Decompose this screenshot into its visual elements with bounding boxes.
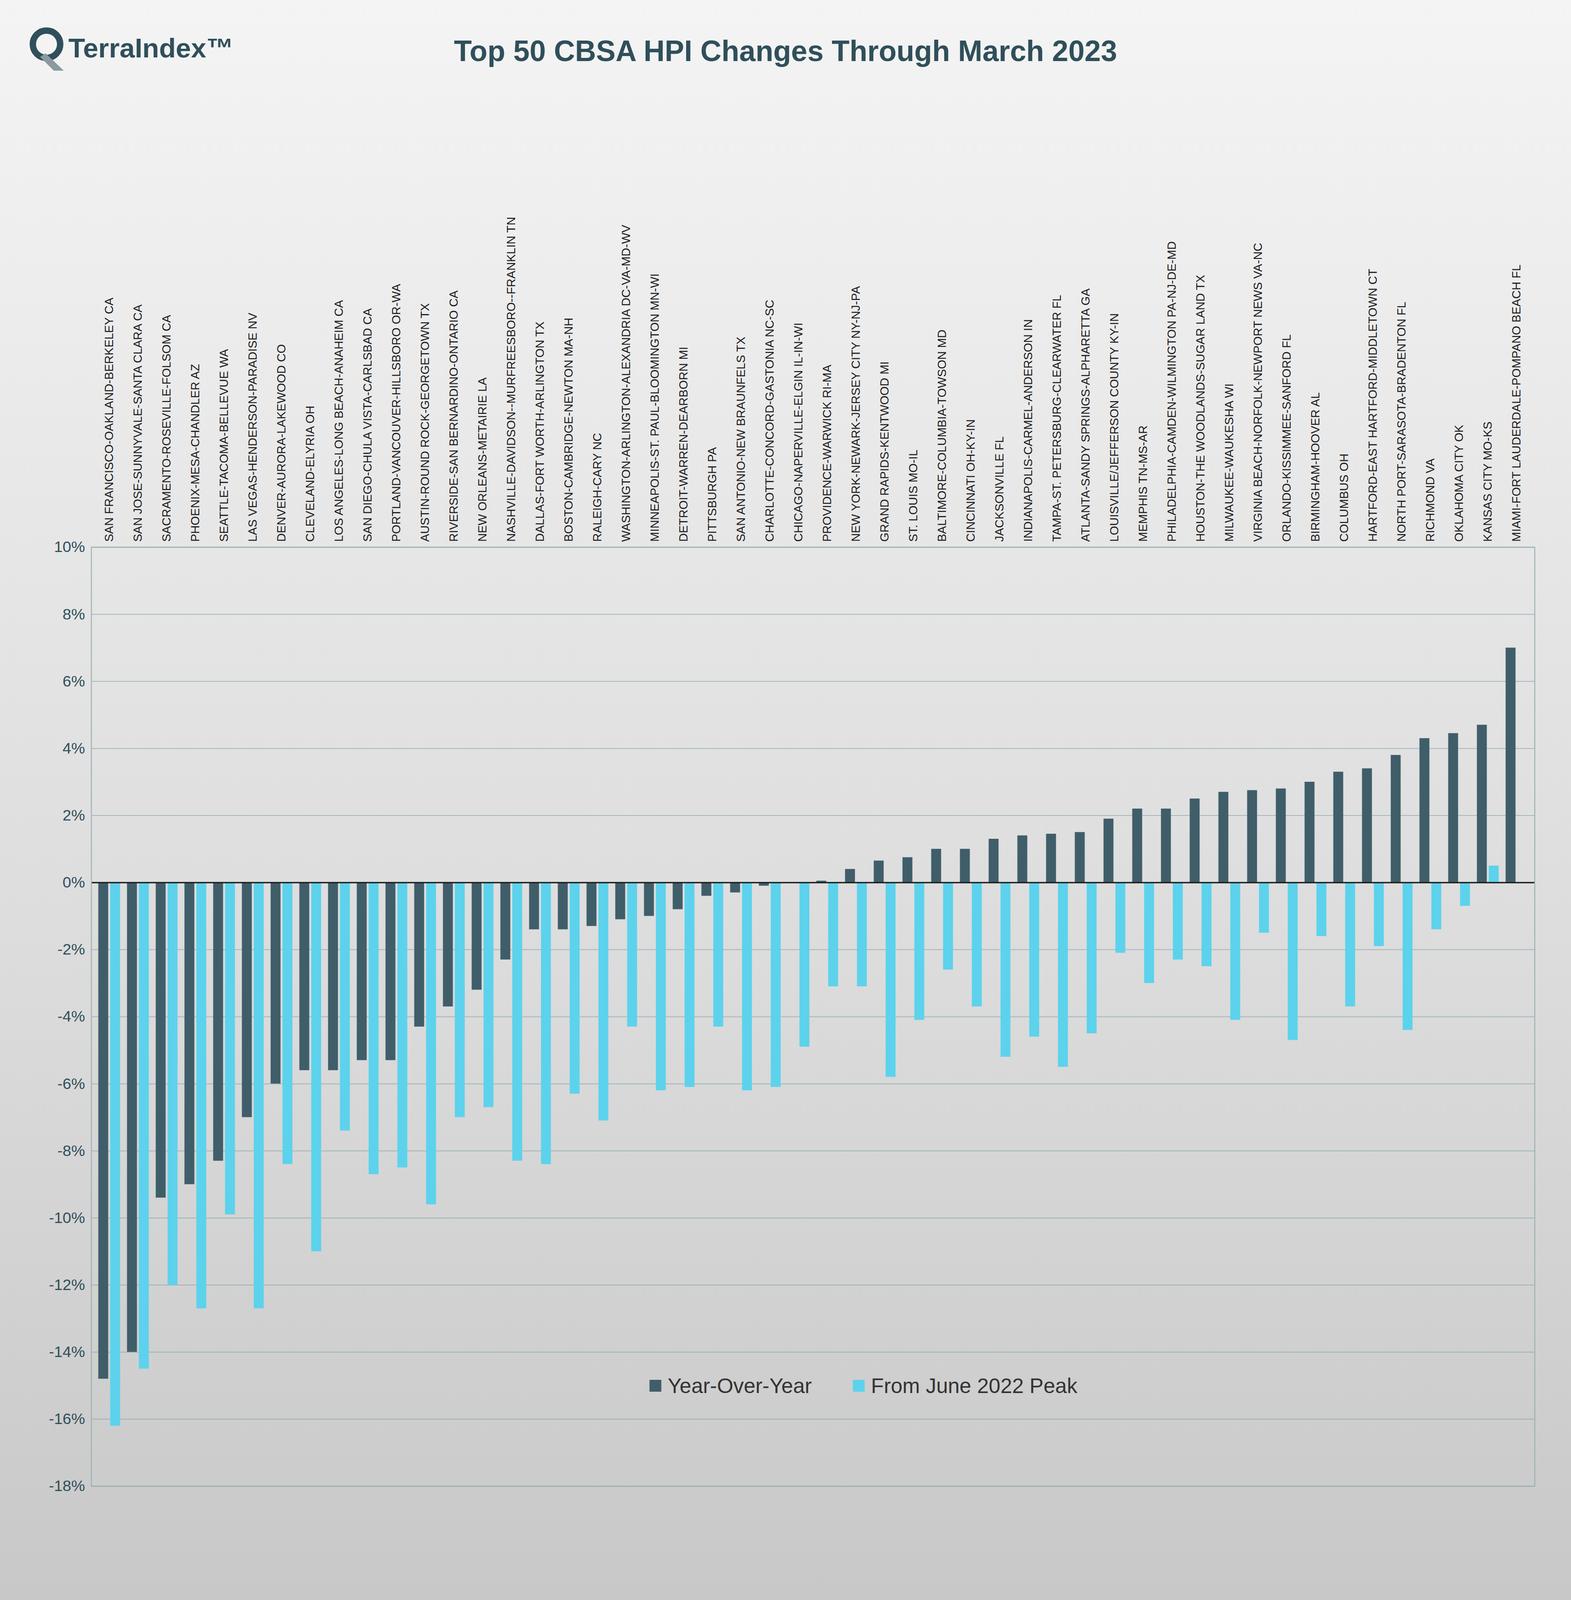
- svg-text:-2%: -2%: [57, 940, 85, 958]
- svg-text:10%: 10%: [53, 537, 85, 556]
- svg-text:INDIANAPOLIS-CARMEL-ANDERSON I: INDIANAPOLIS-CARMEL-ANDERSON IN: [1021, 319, 1035, 542]
- svg-text:SEATTLE-TACOMA-BELLEVUE WA: SEATTLE-TACOMA-BELLEVUE WA: [217, 348, 231, 542]
- svg-text:MEMPHIS TN-MS-AR: MEMPHIS TN-MS-AR: [1136, 425, 1150, 542]
- svg-text:ST. LOUIS MO-IL: ST. LOUIS MO-IL: [906, 449, 920, 542]
- svg-text:HARTFORD-EAST HARTFORD-MIDDLET: HARTFORD-EAST HARTFORD-MIDDLETOWN CT: [1365, 268, 1380, 542]
- svg-text:PORTLAND-VANCOUVER-HILLSBORO O: PORTLAND-VANCOUVER-HILLSBORO OR-WA: [389, 283, 404, 542]
- svg-text:AUSTIN-ROUND ROCK-GEORGETOWN T: AUSTIN-ROUND ROCK-GEORGETOWN TX: [418, 303, 432, 542]
- svg-text:8%: 8%: [62, 605, 85, 623]
- svg-text:CHICAGO-NAPERVILLE-ELGIN IL-IN: CHICAGO-NAPERVILLE-ELGIN IL-IN-WI: [791, 322, 806, 543]
- svg-text:-4%: -4%: [57, 1007, 85, 1025]
- svg-text:-18%: -18%: [48, 1477, 85, 1495]
- svg-text:PHILADELPHIA-CAMDEN-WILMINGTON: PHILADELPHIA-CAMDEN-WILMINGTON PA-NJ-DE-…: [1164, 241, 1179, 542]
- svg-text:COLUMBUS OH: COLUMBUS OH: [1337, 453, 1351, 543]
- svg-text:MINNEAPOLIS-ST. PAUL-BLOOMINGT: MINNEAPOLIS-ST. PAUL-BLOOMINGTON MN-WI: [647, 273, 662, 542]
- html-text:From June 2022 Peak: From June 2022 Peak: [871, 1373, 1078, 1398]
- svg-text:ATLANTA-SANDY SPRINGS-ALPHARET: ATLANTA-SANDY SPRINGS-ALPHARETTA GA: [1078, 288, 1093, 542]
- svg-text:-16%: -16%: [48, 1410, 85, 1428]
- svg-text:LOS ANGELES-LONG BEACH-ANAHEIM: LOS ANGELES-LONG BEACH-ANAHEIM CA: [331, 299, 346, 543]
- svg-text:4%: 4%: [62, 739, 85, 757]
- svg-text:DETROIT-WARREN-DEARBORN MI: DETROIT-WARREN-DEARBORN MI: [676, 346, 691, 542]
- svg-text:-14%: -14%: [48, 1343, 85, 1361]
- html-text:Top 50 CBSA HPI Changes Throug: Top 50 CBSA HPI Changes Through March 20…: [453, 34, 1118, 68]
- svg-text:6%: 6%: [62, 672, 85, 690]
- svg-text:PITTSBURGH PA: PITTSBURGH PA: [705, 446, 719, 542]
- svg-text:SAN FRANCISCO-OAKLAND-BERKELEY: SAN FRANCISCO-OAKLAND-BERKELEY CA: [102, 297, 116, 542]
- html-text:Year-Over-Year: Year-Over-Year: [667, 1373, 812, 1398]
- svg-text:LOUISVILLE/JEFFERSON COUNTY KY: LOUISVILLE/JEFFERSON COUNTY KY-IN: [1107, 313, 1122, 542]
- svg-text:SACRAMENTO-ROSEVILLE-FOLSOM CA: SACRAMENTO-ROSEVILLE-FOLSOM CA: [159, 314, 174, 543]
- svg-text:RIVERSIDE-SAN BERNARDINO-ONTAR: RIVERSIDE-SAN BERNARDINO-ONTARIO CA: [446, 289, 461, 542]
- svg-text:SAN ANTONIO-NEW BRAUNFELS TX: SAN ANTONIO-NEW BRAUNFELS TX: [733, 336, 748, 543]
- svg-text:RALEIGH-CARY NC: RALEIGH-CARY NC: [590, 433, 605, 543]
- svg-text:NEW YORK-NEWARK-JERSEY CITY NY: NEW YORK-NEWARK-JERSEY CITY NY-NJ-PA: [848, 285, 863, 543]
- svg-text:TAMPA-ST. PETERSBURG-CLEARWATE: TAMPA-ST. PETERSBURG-CLEARWATER FL: [1049, 294, 1064, 543]
- svg-text:SAN JOSE-SUNNYVALE-SANTA CLARA: SAN JOSE-SUNNYVALE-SANTA CLARA CA: [130, 304, 145, 542]
- svg-text:ORLANDO-KISSIMMEE-SANFORD FL: ORLANDO-KISSIMMEE-SANFORD FL: [1279, 334, 1294, 542]
- svg-text:SAN DIEGO-CHULA VISTA-CARLSBAD: SAN DIEGO-CHULA VISTA-CARLSBAD CA: [360, 307, 375, 542]
- html-text:TerraIndex™: TerraIndex™: [68, 32, 234, 64]
- svg-text:GRAND RAPIDS-KENTWOOD MI: GRAND RAPIDS-KENTWOOD MI: [877, 361, 892, 543]
- svg-text:PHOENIX-MESA-CHANDLER AZ: PHOENIX-MESA-CHANDLER AZ: [188, 363, 202, 542]
- svg-text:2%: 2%: [62, 806, 85, 824]
- svg-text:NEW ORLEANS-METAIRIE LA: NEW ORLEANS-METAIRIE LA: [475, 377, 490, 542]
- svg-text:NORTH PORT-SARASOTA-BRADENTON: NORTH PORT-SARASOTA-BRADENTON FL: [1394, 301, 1409, 543]
- svg-text:MILWAUKEE-WAUKESHA WI: MILWAUKEE-WAUKESHA WI: [1222, 383, 1236, 542]
- svg-text:DENVER-AURORA-LAKEWOOD CO: DENVER-AURORA-LAKEWOOD CO: [274, 344, 289, 542]
- svg-text:NASHVILLE-DAVIDSON--MURFREESBO: NASHVILLE-DAVIDSON--MURFREESBORO--FRANKL…: [504, 217, 518, 543]
- svg-text:0%: 0%: [62, 873, 85, 891]
- svg-text:PROVIDENCE-WARWICK RI-MA: PROVIDENCE-WARWICK RI-MA: [820, 364, 834, 542]
- svg-text:-8%: -8%: [57, 1142, 85, 1160]
- svg-text:VIRGINIA BEACH-NORFOLK-NEWPORT: VIRGINIA BEACH-NORFOLK-NEWPORT NEWS VA-N…: [1250, 242, 1265, 543]
- svg-text:RICHMOND VA: RICHMOND VA: [1423, 458, 1437, 543]
- svg-text:CLEVELAND-ELYRIA OH: CLEVELAND-ELYRIA OH: [303, 405, 317, 543]
- svg-text:CHARLOTTE-CONCORD-GASTONIA NC-: CHARLOTTE-CONCORD-GASTONIA NC-SC: [762, 299, 777, 542]
- svg-text:CINCINNATI OH-KY-IN: CINCINNATI OH-KY-IN: [963, 419, 978, 543]
- svg-text:BIRMINGHAM-HOOVER AL: BIRMINGHAM-HOOVER AL: [1308, 392, 1323, 543]
- svg-text:-10%: -10%: [48, 1209, 85, 1227]
- svg-text:HOUSTON-THE WOODLANDS-SUGAR LA: HOUSTON-THE WOODLANDS-SUGAR LAND TX: [1193, 274, 1208, 543]
- svg-text:WASHINGTON-ARLINGTON-ALEXANDRI: WASHINGTON-ARLINGTON-ALEXANDRIA DC-VA-MD…: [619, 224, 633, 543]
- svg-text:BALTIMORE-COLUMBIA-TOWSON MD: BALTIMORE-COLUMBIA-TOWSON MD: [935, 329, 949, 543]
- svg-text:KANSAS CITY MO-KS: KANSAS CITY MO-KS: [1480, 421, 1495, 543]
- svg-text:LAS VEGAS-HENDERSON-PARADISE N: LAS VEGAS-HENDERSON-PARADISE NV: [245, 312, 260, 543]
- svg-text:-12%: -12%: [48, 1276, 85, 1294]
- svg-text:JACKSONVILLE FL: JACKSONVILLE FL: [992, 436, 1007, 542]
- svg-text:-6%: -6%: [57, 1074, 85, 1093]
- svg-text:DALLAS-FORT WORTH-ARLINGTON TX: DALLAS-FORT WORTH-ARLINGTON TX: [532, 321, 547, 542]
- svg-text:BOSTON-CAMBRIDGE-NEWTON MA-NH: BOSTON-CAMBRIDGE-NEWTON MA-NH: [561, 317, 576, 543]
- svg-text:MIAMI-FORT LAUDERDALE-POMPANO: MIAMI-FORT LAUDERDALE-POMPANO BEACH FL: [1509, 264, 1524, 542]
- svg-text:OKLAHOMA CITY OK: OKLAHOMA CITY OK: [1452, 424, 1466, 542]
